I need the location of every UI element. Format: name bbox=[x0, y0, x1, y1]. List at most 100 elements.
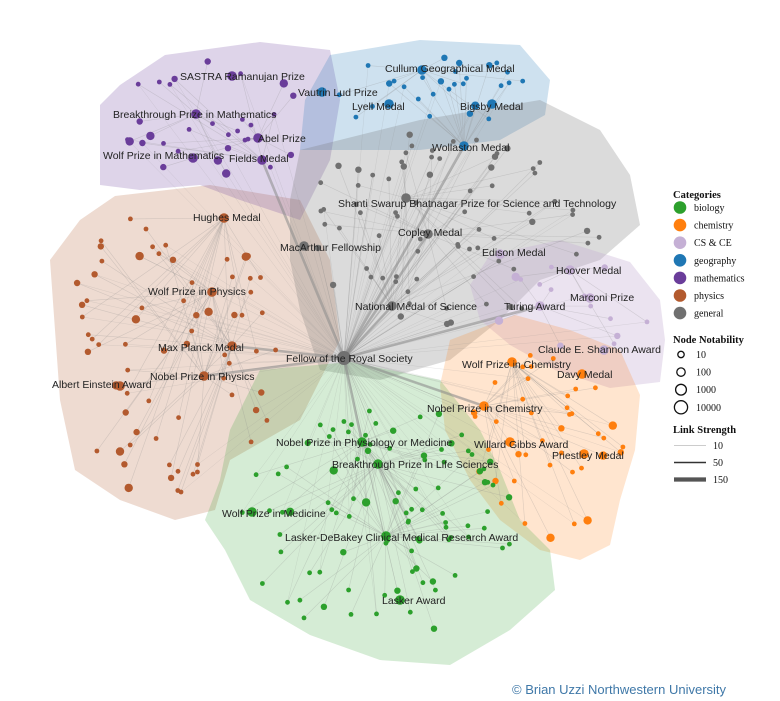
network-node bbox=[537, 160, 543, 165]
network-edge bbox=[227, 148, 345, 359]
network-node bbox=[511, 478, 517, 484]
network-edge bbox=[393, 69, 423, 82]
network-edge bbox=[178, 217, 225, 418]
network-edge bbox=[203, 256, 247, 377]
network-edge bbox=[255, 441, 363, 475]
network-edge bbox=[169, 84, 345, 359]
network-edge bbox=[418, 98, 465, 147]
network-edge bbox=[511, 361, 523, 400]
legend-notability-title: Node Notability bbox=[673, 335, 745, 346]
network-node bbox=[386, 80, 393, 87]
network-edge bbox=[177, 345, 233, 491]
network-node bbox=[245, 136, 251, 142]
network-node bbox=[498, 83, 504, 89]
network-node bbox=[519, 306, 525, 311]
network-node bbox=[528, 364, 534, 369]
network-edge bbox=[101, 260, 233, 347]
network-node bbox=[84, 298, 90, 304]
network-edge bbox=[405, 197, 555, 202]
network-nodes bbox=[73, 54, 650, 632]
network-edge bbox=[195, 113, 219, 161]
network-edge bbox=[195, 113, 238, 132]
network-edge bbox=[343, 279, 521, 359]
network-edge bbox=[332, 284, 345, 359]
network-node bbox=[146, 398, 152, 404]
network-edge bbox=[145, 228, 233, 347]
network-node bbox=[167, 82, 173, 87]
network-node bbox=[435, 485, 441, 491]
legend-notability-circle bbox=[677, 350, 685, 359]
network-node bbox=[383, 540, 389, 546]
network-edge bbox=[427, 233, 588, 244]
network-node bbox=[189, 280, 195, 285]
network-edge bbox=[188, 129, 345, 359]
network-node bbox=[150, 244, 156, 250]
network-node bbox=[492, 477, 499, 485]
network-node bbox=[474, 137, 479, 143]
network-node bbox=[231, 311, 238, 319]
network-edge bbox=[377, 463, 411, 613]
network-node bbox=[161, 141, 166, 146]
network-edge bbox=[343, 335, 618, 359]
network-edge bbox=[385, 413, 440, 537]
network-edge bbox=[343, 248, 470, 359]
network-edge bbox=[100, 246, 205, 377]
network-edge bbox=[255, 357, 345, 475]
legend-notability-label: 10 bbox=[696, 350, 706, 361]
network-node bbox=[583, 227, 591, 235]
network-node bbox=[277, 532, 283, 537]
network-edge bbox=[203, 276, 233, 377]
network-edge bbox=[211, 259, 228, 293]
network-node bbox=[279, 79, 288, 88]
network-node bbox=[465, 523, 471, 529]
network-edge bbox=[385, 470, 481, 537]
network-node bbox=[405, 519, 411, 525]
network-edge bbox=[385, 535, 456, 576]
network-edge bbox=[385, 525, 468, 537]
network-edge bbox=[405, 197, 479, 249]
network-node bbox=[520, 78, 526, 84]
network-node bbox=[494, 60, 500, 66]
network-node bbox=[370, 104, 375, 109]
network-node bbox=[317, 569, 323, 575]
network-node bbox=[361, 498, 371, 507]
network-node bbox=[507, 541, 512, 547]
network-edge bbox=[385, 522, 446, 537]
network-edge bbox=[511, 361, 568, 409]
network-node bbox=[307, 570, 312, 576]
network-edge bbox=[483, 405, 502, 504]
network-edge-strong bbox=[231, 344, 345, 360]
network-node bbox=[430, 625, 438, 632]
network-node bbox=[406, 131, 413, 138]
network-node bbox=[490, 482, 496, 488]
network-edge-strong bbox=[343, 356, 485, 408]
network-node bbox=[387, 446, 393, 451]
network-edge bbox=[569, 267, 605, 271]
network-edge bbox=[319, 441, 363, 573]
network-edge bbox=[142, 142, 345, 359]
network-node bbox=[222, 169, 231, 178]
network-edge bbox=[421, 69, 489, 120]
network-edge bbox=[127, 139, 345, 359]
network-edge bbox=[391, 305, 448, 325]
award-node bbox=[317, 87, 327, 97]
region-chemistry bbox=[440, 315, 640, 560]
network-edge bbox=[343, 303, 487, 359]
network-edge bbox=[317, 247, 345, 359]
network-node bbox=[532, 170, 538, 176]
network-edge bbox=[152, 246, 345, 359]
network-node bbox=[125, 367, 131, 373]
network-edge bbox=[479, 361, 513, 472]
award-node bbox=[191, 109, 201, 119]
network-edge bbox=[96, 291, 213, 452]
network-node bbox=[267, 508, 272, 514]
network-node bbox=[569, 411, 575, 417]
network-edge bbox=[391, 141, 454, 307]
network-edge bbox=[125, 291, 213, 413]
network-edge bbox=[82, 217, 225, 318]
network-edge bbox=[463, 82, 510, 147]
network-node bbox=[285, 599, 290, 605]
network-node bbox=[429, 578, 437, 585]
network-node bbox=[368, 274, 374, 280]
network-edge bbox=[421, 69, 456, 72]
